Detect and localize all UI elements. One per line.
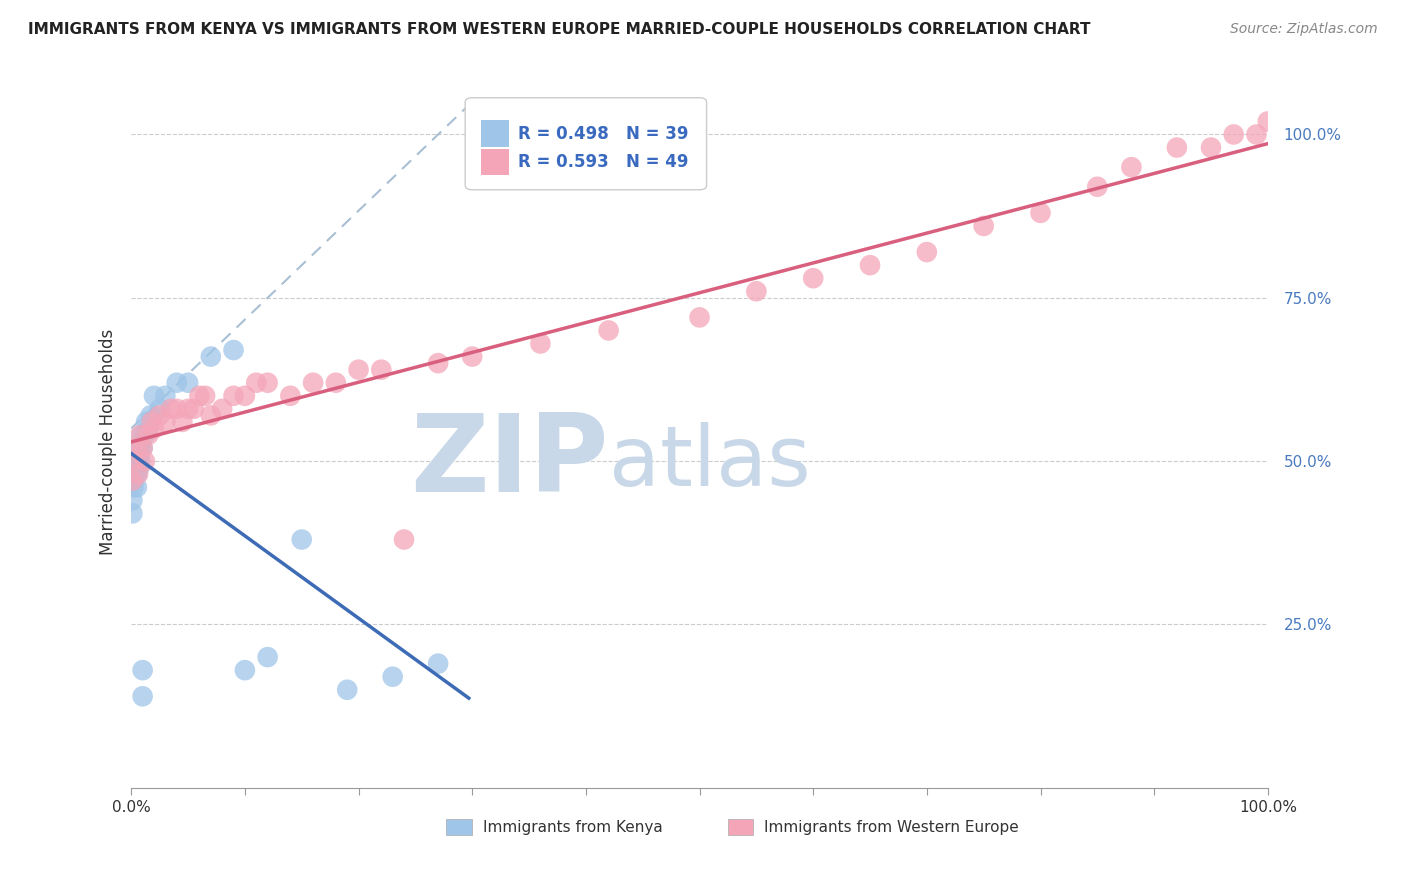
Point bbox=[128, 448, 150, 462]
Point bbox=[122, 480, 145, 494]
Point bbox=[233, 389, 256, 403]
Point bbox=[143, 389, 166, 403]
Point bbox=[245, 376, 267, 390]
Point bbox=[211, 401, 233, 416]
Point bbox=[745, 285, 768, 299]
Point bbox=[131, 690, 153, 704]
Point bbox=[131, 441, 153, 455]
Point bbox=[155, 415, 177, 429]
Point bbox=[427, 356, 450, 370]
Text: Immigrants from Western Europe: Immigrants from Western Europe bbox=[765, 820, 1019, 835]
Point bbox=[124, 454, 146, 468]
Point bbox=[598, 323, 620, 337]
Point bbox=[689, 310, 711, 325]
Point bbox=[131, 428, 153, 442]
Point bbox=[134, 428, 156, 442]
Point bbox=[1121, 160, 1143, 174]
Point bbox=[143, 421, 166, 435]
Point bbox=[172, 415, 194, 429]
Text: Source: ZipAtlas.com: Source: ZipAtlas.com bbox=[1230, 22, 1378, 37]
Point bbox=[166, 376, 188, 390]
Point bbox=[124, 441, 146, 455]
Point bbox=[136, 421, 159, 435]
Point bbox=[124, 448, 146, 462]
Point bbox=[149, 401, 172, 416]
Point bbox=[125, 467, 148, 482]
Point bbox=[135, 415, 157, 429]
Point bbox=[166, 401, 188, 416]
Point bbox=[127, 441, 149, 455]
Point bbox=[233, 663, 256, 677]
Point bbox=[973, 219, 995, 233]
Point bbox=[122, 460, 145, 475]
Point bbox=[1199, 140, 1222, 154]
Point bbox=[121, 474, 143, 488]
Point bbox=[131, 441, 153, 455]
Point bbox=[121, 507, 143, 521]
Point bbox=[461, 350, 484, 364]
Point bbox=[122, 474, 145, 488]
Point bbox=[222, 343, 245, 357]
Point bbox=[125, 454, 148, 468]
Point bbox=[160, 401, 183, 416]
Point bbox=[129, 441, 152, 455]
Point bbox=[177, 401, 200, 416]
Point bbox=[392, 533, 415, 547]
Point bbox=[256, 376, 278, 390]
Point bbox=[183, 401, 205, 416]
Point bbox=[121, 493, 143, 508]
Point bbox=[280, 389, 302, 403]
Point bbox=[129, 454, 152, 468]
Text: IMMIGRANTS FROM KENYA VS IMMIGRANTS FROM WESTERN EUROPE MARRIED-COUPLE HOUSEHOLD: IMMIGRANTS FROM KENYA VS IMMIGRANTS FROM… bbox=[28, 22, 1091, 37]
Point bbox=[336, 682, 359, 697]
Point bbox=[347, 362, 370, 376]
Point bbox=[194, 389, 217, 403]
Point bbox=[302, 376, 325, 390]
Text: Immigrants from Kenya: Immigrants from Kenya bbox=[484, 820, 662, 835]
Point bbox=[1029, 206, 1052, 220]
Point bbox=[200, 409, 222, 423]
Text: atlas: atlas bbox=[609, 422, 810, 503]
Y-axis label: Married-couple Households: Married-couple Households bbox=[100, 328, 117, 555]
Point bbox=[127, 467, 149, 482]
Point bbox=[859, 258, 882, 272]
Point bbox=[222, 389, 245, 403]
Point bbox=[134, 454, 156, 468]
Point bbox=[325, 376, 347, 390]
Point bbox=[188, 389, 211, 403]
Point bbox=[149, 409, 172, 423]
Point bbox=[1246, 128, 1268, 142]
Point bbox=[129, 428, 152, 442]
Point bbox=[128, 460, 150, 475]
Point bbox=[1222, 128, 1244, 142]
Point bbox=[136, 428, 159, 442]
Point bbox=[125, 467, 148, 482]
Point bbox=[155, 389, 177, 403]
Point bbox=[915, 245, 938, 260]
Point bbox=[200, 350, 222, 364]
Point bbox=[1166, 140, 1188, 154]
Point bbox=[801, 271, 824, 285]
Point bbox=[125, 480, 148, 494]
Point bbox=[122, 454, 145, 468]
Point bbox=[127, 454, 149, 468]
Point bbox=[177, 376, 200, 390]
Point bbox=[1085, 179, 1108, 194]
Point bbox=[381, 670, 404, 684]
Point bbox=[125, 441, 148, 455]
Text: R = 0.498   N = 39: R = 0.498 N = 39 bbox=[517, 125, 688, 143]
Point bbox=[529, 336, 551, 351]
Point bbox=[139, 409, 162, 423]
Text: R = 0.593   N = 49: R = 0.593 N = 49 bbox=[517, 153, 688, 171]
Point bbox=[291, 533, 314, 547]
Point bbox=[131, 663, 153, 677]
Point bbox=[256, 650, 278, 665]
Point bbox=[370, 362, 392, 376]
Point bbox=[1257, 114, 1279, 128]
Point bbox=[141, 415, 163, 429]
Point bbox=[427, 657, 450, 671]
Text: ZIP: ZIP bbox=[411, 409, 609, 516]
